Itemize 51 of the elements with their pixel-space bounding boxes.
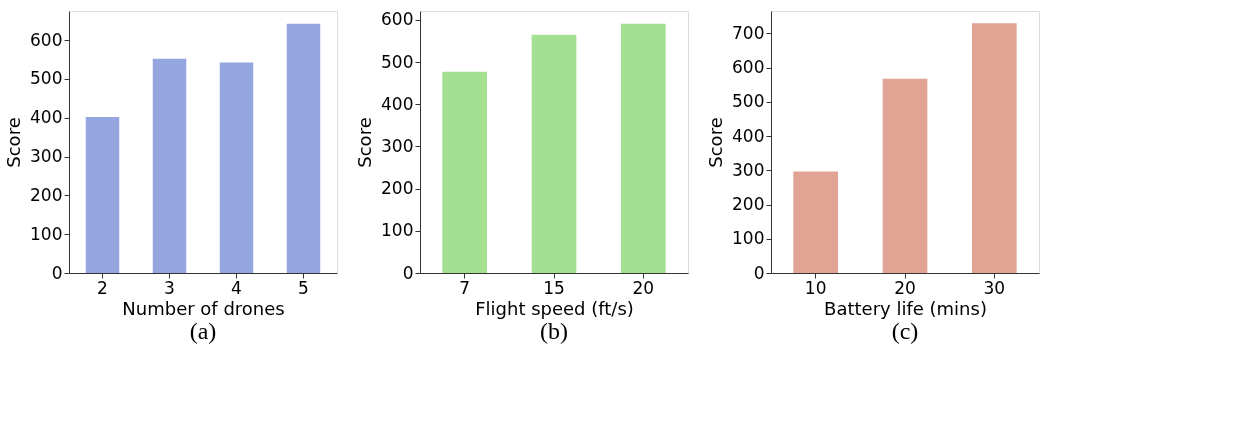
bar	[882, 78, 928, 273]
y-axis-title: Score	[3, 117, 25, 168]
y-tick-label: 200	[732, 194, 765, 214]
y-tick-label: 100	[732, 228, 765, 249]
x-tick-label: 2	[97, 277, 108, 298]
bar	[152, 58, 187, 273]
x-tick-label: 3	[164, 277, 175, 298]
y-tick-label: 100	[381, 220, 414, 241]
bar	[793, 171, 838, 273]
y-tick-label: 300	[732, 159, 765, 180]
y-tick-label: 400	[732, 125, 765, 146]
y-tick-label: 0	[51, 262, 63, 283]
y-tick-label: 400	[30, 107, 63, 128]
y-tick-label: 500	[732, 91, 765, 112]
y-tick-label: 0	[753, 262, 765, 283]
x-tick-label: 10	[804, 277, 827, 298]
y-tick-label: 200	[381, 178, 414, 199]
x-axis-title: Battery life (mins)	[824, 297, 987, 319]
bar	[972, 23, 1017, 273]
y-tick-label: 600	[732, 57, 765, 78]
x-tick-label: 5	[298, 277, 309, 298]
y-tick-label: 500	[30, 68, 63, 89]
bar	[531, 34, 577, 273]
bar	[621, 23, 666, 273]
text: (c)	[891, 318, 919, 344]
y-tick-label: 500	[381, 51, 414, 72]
y-tick-label: 300	[381, 135, 414, 156]
x-tick-label: 15	[543, 277, 565, 298]
y-tick-label: 700	[732, 22, 765, 43]
y-tick-label: 200	[30, 184, 63, 205]
y-tick-label: 600	[30, 29, 63, 50]
y-axis-title: Score	[705, 117, 727, 168]
x-axis-title: Number of drones	[122, 297, 285, 319]
y-tick-label: 100	[30, 223, 63, 244]
y-tick-label: 300	[30, 146, 63, 167]
text: (b)	[540, 318, 568, 344]
x-axis-title: Flight speed (ft/s)	[475, 297, 634, 319]
y-tick-label: 400	[381, 93, 414, 114]
y-tick-label: 0	[402, 262, 414, 283]
y-axis-title: Score	[354, 117, 376, 168]
x-tick-label: 20	[894, 277, 916, 298]
bar	[442, 71, 487, 273]
x-tick-label: 30	[983, 277, 1006, 298]
text: (a)	[189, 318, 217, 344]
x-tick-label: 20	[632, 277, 655, 298]
y-tick-label: 600	[381, 9, 414, 30]
x-tick-label: 4	[231, 277, 242, 298]
bar	[286, 23, 321, 273]
bar	[219, 62, 254, 273]
x-tick-label: 7	[459, 277, 471, 298]
bar	[85, 116, 120, 273]
